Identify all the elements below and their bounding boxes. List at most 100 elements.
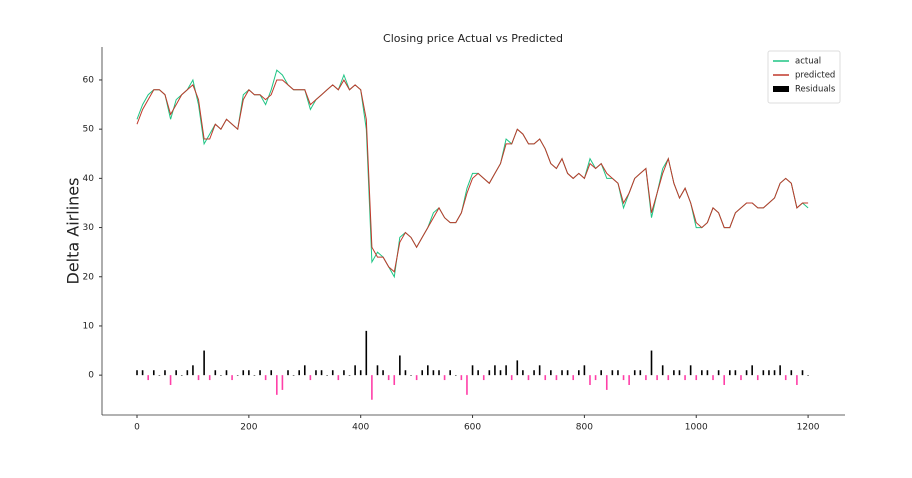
residual-bar bbox=[326, 375, 328, 376]
residual-bar bbox=[393, 375, 396, 385]
residual-bar bbox=[488, 370, 491, 376]
residual-bar bbox=[673, 370, 675, 376]
residual-bar bbox=[600, 370, 602, 376]
residual-bar bbox=[158, 375, 161, 376]
legend-label: actual bbox=[795, 57, 821, 67]
residual-bar bbox=[572, 375, 575, 381]
residual-bar bbox=[550, 370, 552, 376]
residual-bar bbox=[309, 375, 312, 381]
residual-bar bbox=[756, 375, 759, 381]
residual-bar bbox=[801, 370, 804, 376]
residual-bar bbox=[745, 370, 748, 376]
residual-bar bbox=[499, 370, 502, 376]
residual-bar bbox=[628, 375, 630, 385]
residual-bar bbox=[544, 375, 547, 381]
residual-bar bbox=[404, 370, 407, 376]
residual-bar bbox=[712, 375, 714, 381]
residual-bar bbox=[231, 375, 233, 381]
residual-bar bbox=[538, 365, 541, 376]
residual-bar bbox=[236, 375, 239, 376]
residual-bar bbox=[242, 370, 245, 376]
residual-bar bbox=[622, 375, 625, 381]
chart-title: Closing price Actual vs Predicted bbox=[383, 32, 563, 45]
residual-bar bbox=[454, 375, 457, 376]
residual-bar bbox=[533, 370, 535, 376]
residual-bar bbox=[253, 375, 256, 376]
residual-bar bbox=[723, 375, 726, 385]
residual-bar bbox=[516, 360, 519, 376]
y-tick-label: 10 bbox=[83, 321, 95, 331]
residual-bar bbox=[136, 370, 138, 376]
residual-bar bbox=[421, 370, 424, 376]
residual-bar bbox=[371, 375, 373, 400]
residual-bar bbox=[717, 370, 720, 376]
residual-bar bbox=[270, 370, 273, 376]
residual-bar bbox=[175, 370, 177, 376]
residual-bar bbox=[248, 370, 250, 376]
residual-bar bbox=[784, 375, 787, 381]
residual-bar bbox=[633, 370, 636, 376]
x-tick-label: 1200 bbox=[797, 423, 820, 433]
residual-bar bbox=[527, 375, 530, 381]
residual-bar bbox=[164, 370, 166, 376]
residual-bar bbox=[728, 370, 731, 376]
y-axis-label: Delta Airlines bbox=[64, 178, 83, 285]
x-tick-label: 200 bbox=[240, 423, 257, 433]
residual-bar bbox=[617, 370, 619, 376]
residual-bar bbox=[264, 375, 267, 381]
residual-bar bbox=[611, 370, 614, 376]
residual-bar bbox=[796, 375, 798, 385]
residual-bar bbox=[494, 365, 496, 376]
residual-bar bbox=[415, 375, 418, 381]
residual-bar bbox=[684, 375, 686, 381]
residual-bar bbox=[197, 375, 200, 381]
residual-bar bbox=[779, 365, 781, 376]
residual-bar bbox=[208, 375, 211, 381]
legend-label: Residuals bbox=[795, 85, 836, 95]
residual-bar bbox=[303, 365, 306, 376]
residual-bar bbox=[354, 365, 356, 376]
residual-bar bbox=[315, 370, 317, 376]
y-tick-label: 60 bbox=[83, 75, 95, 85]
residual-bar bbox=[482, 375, 485, 381]
residual-bar bbox=[427, 365, 429, 376]
residual-bar bbox=[259, 370, 261, 376]
residual-bar bbox=[790, 370, 793, 376]
residual-bar bbox=[471, 365, 474, 376]
residual-bar bbox=[331, 370, 334, 376]
residual-bar bbox=[460, 375, 463, 381]
x-tick-label: 400 bbox=[352, 423, 369, 433]
x-tick-label: 1000 bbox=[685, 423, 708, 433]
residual-bar bbox=[667, 375, 670, 381]
residual-bar bbox=[141, 370, 144, 376]
residual-bar bbox=[359, 370, 362, 376]
residual-bar bbox=[656, 375, 658, 381]
residual-bar bbox=[281, 375, 284, 390]
residual-bar bbox=[287, 370, 289, 376]
line-actual bbox=[136, 69, 809, 279]
residual-bar bbox=[410, 375, 412, 376]
legend-swatch bbox=[773, 86, 789, 92]
residual-bar bbox=[220, 375, 222, 376]
residual-bar bbox=[432, 370, 435, 376]
residual-bar bbox=[147, 375, 149, 381]
x-tick-label: 0 bbox=[134, 423, 140, 433]
residual-bar bbox=[214, 370, 217, 376]
residual-bar bbox=[589, 375, 591, 385]
residual-bar bbox=[382, 370, 384, 376]
residual-bar bbox=[701, 370, 703, 376]
residual-bar bbox=[695, 375, 698, 381]
y-tick-label: 30 bbox=[83, 223, 95, 233]
residual-bar bbox=[773, 370, 776, 376]
y-tick-label: 40 bbox=[83, 174, 95, 184]
residual-bar bbox=[180, 375, 183, 376]
residual-bar bbox=[645, 375, 647, 381]
residual-bar bbox=[376, 365, 379, 376]
residual-bar bbox=[578, 370, 580, 376]
residual-bar bbox=[169, 375, 172, 385]
line-predicted bbox=[136, 78, 809, 273]
residual-bar bbox=[365, 330, 368, 376]
residual-bar bbox=[751, 365, 753, 376]
residual-bar bbox=[387, 375, 390, 381]
